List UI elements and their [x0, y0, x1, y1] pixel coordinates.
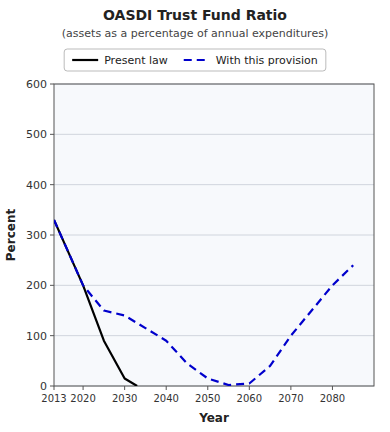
- plot-area: [54, 84, 374, 386]
- y-tick-label: 600: [26, 78, 47, 91]
- subtitle: (assets as a percentage of annual expend…: [62, 27, 328, 40]
- y-axis-label: Percent: [4, 209, 18, 262]
- grid-line: [54, 235, 374, 236]
- y-tick-label: 400: [26, 179, 47, 192]
- y-tick: [50, 285, 54, 286]
- x-tick-label: 2013: [41, 393, 66, 404]
- y-tick-label: 200: [26, 279, 47, 292]
- legend-label: With this provision: [216, 54, 318, 67]
- grid-line: [54, 134, 374, 135]
- y-tick: [50, 335, 54, 336]
- series-group: [54, 220, 353, 386]
- y-tick-label: 100: [26, 330, 47, 343]
- legend-label: Present law: [104, 54, 168, 67]
- series-line: [54, 220, 353, 385]
- title: OASDI Trust Fund Ratio: [103, 7, 287, 23]
- y-tick: [50, 134, 54, 135]
- legend-box: [64, 49, 326, 71]
- x-tick: [54, 386, 55, 390]
- y-tick: [50, 184, 54, 185]
- x-tick-label: 2060: [237, 393, 262, 404]
- x-tick: [290, 386, 291, 390]
- series-line: [54, 220, 137, 386]
- x-tick: [332, 386, 333, 390]
- x-axis-label: Year: [198, 411, 229, 425]
- legend-swatch: [184, 59, 210, 61]
- x-tick-label: 2040: [153, 393, 178, 404]
- x-tick-label: 2070: [278, 393, 303, 404]
- y-tick-label: 300: [26, 229, 47, 242]
- legend: Present law With this provision: [64, 49, 326, 71]
- x-tick: [124, 386, 125, 390]
- x-tick: [249, 386, 250, 390]
- x-tick-label: 2080: [320, 393, 345, 404]
- axes: 0 100 200 300 400 500 600 2013 2020 2030 2040 2050 2…: [26, 78, 374, 404]
- x-tick: [207, 386, 208, 390]
- y-tick-label: 0: [40, 380, 47, 393]
- legend-item: With this provision: [184, 54, 318, 67]
- y-tick: [50, 84, 54, 85]
- x-tick: [166, 386, 167, 390]
- x-tick-label: 2050: [195, 393, 220, 404]
- legend-item: Present law: [72, 54, 168, 67]
- grid: [54, 84, 374, 386]
- y-tick-label: 500: [26, 128, 47, 141]
- x-tick-label: 2020: [70, 393, 95, 404]
- legend-swatch: [72, 59, 98, 61]
- y-tick: [50, 386, 54, 387]
- x-tick-label: 2030: [112, 393, 137, 404]
- chart: OASDI Trust Fund Ratio (assets as a perce…: [0, 0, 390, 432]
- grid-line: [54, 184, 374, 185]
- y-tick: [50, 235, 54, 236]
- grid-line: [54, 285, 374, 286]
- x-tick: [83, 386, 84, 390]
- plot-frame: [54, 84, 374, 386]
